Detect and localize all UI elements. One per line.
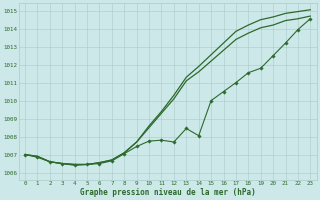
X-axis label: Graphe pression niveau de la mer (hPa): Graphe pression niveau de la mer (hPa): [80, 188, 256, 197]
